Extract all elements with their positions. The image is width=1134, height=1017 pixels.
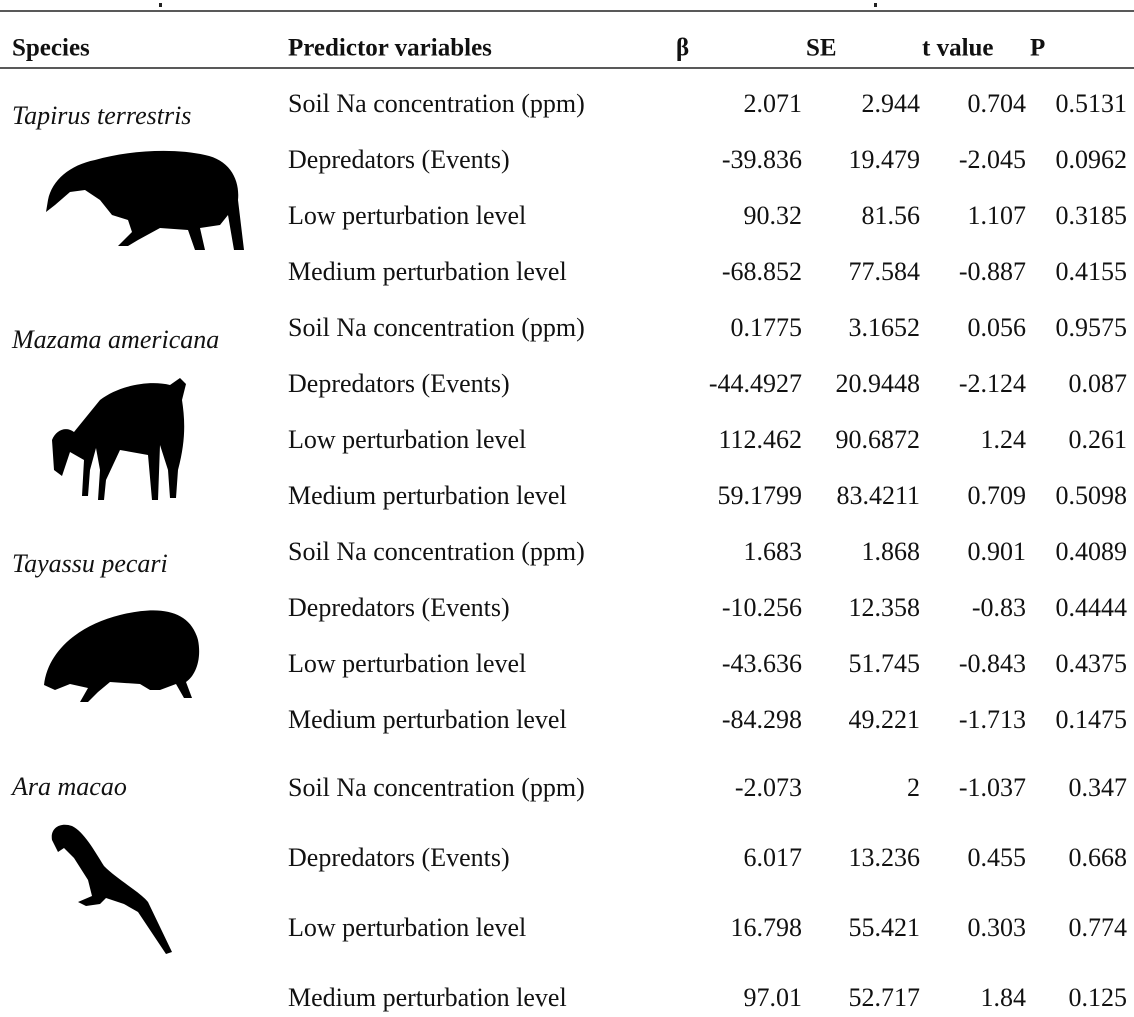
beta-cell: -39.836 (722, 145, 802, 174)
p-value-cell: 0.668 (1069, 843, 1128, 872)
predictor-cell: Soil Na concentration (ppm) (288, 773, 585, 802)
p-value-cell: 0.5098 (1056, 481, 1128, 510)
predictor-cell: Depredators (Events) (288, 145, 510, 174)
beta-cell: 0.1775 (731, 313, 803, 342)
predictor-cell: Medium perturbation level (288, 481, 567, 510)
p-header: P (1030, 35, 1045, 62)
beta-cell: 16.798 (731, 913, 803, 942)
se-cell: 51.745 (849, 649, 921, 678)
predictor-cell: Soil Na concentration (ppm) (288, 313, 585, 342)
t-value-cell: 1.107 (968, 201, 1027, 230)
p-value-cell: 0.4444 (1056, 593, 1128, 622)
p-value-cell: 0.3185 (1056, 201, 1128, 230)
t-header: t value (922, 35, 994, 62)
t-value-cell: 1.84 (981, 983, 1027, 1012)
p-value-cell: 0.125 (1069, 983, 1128, 1012)
beta-cell: 1.683 (744, 537, 803, 566)
t-value-cell: -2.124 (959, 369, 1026, 398)
beta-cell: 59.1799 (718, 481, 803, 510)
beta-cell: 6.017 (744, 843, 803, 872)
peccary-silhouette (44, 610, 200, 702)
p-value-cell: 0.1475 (1056, 705, 1128, 734)
se-cell: 90.6872 (836, 425, 921, 454)
beta-cell: 2.071 (744, 89, 803, 118)
p-value-cell: 0.4089 (1056, 537, 1128, 566)
predictor-cell: Depredators (Events) (288, 593, 510, 622)
t-value-cell: -0.887 (959, 257, 1026, 286)
p-value-cell: 0.5131 (1056, 89, 1128, 118)
se-cell: 3.1652 (849, 313, 921, 342)
predictor-cell: Low perturbation level (288, 913, 526, 942)
p-value-cell: 0.4375 (1056, 649, 1128, 678)
rule-tick (874, 3, 877, 7)
se-cell: 1.868 (862, 537, 921, 566)
predictor-cell: Soil Na concentration (ppm) (288, 537, 585, 566)
p-value-cell: 0.261 (1069, 425, 1128, 454)
t-value-cell: -0.83 (972, 593, 1026, 622)
macaw-silhouette (51, 824, 172, 954)
t-value-cell: 0.455 (968, 843, 1027, 872)
t-value-cell: 0.704 (968, 89, 1027, 118)
beta-cell: 112.462 (718, 425, 802, 454)
rule-tick (159, 3, 162, 7)
beta-header: β (676, 35, 689, 62)
predictor-cell: Depredators (Events) (288, 843, 510, 872)
p-value-cell: 0.774 (1069, 913, 1128, 942)
predictor-cell: Low perturbation level (288, 201, 526, 230)
se-cell: 20.9448 (836, 369, 921, 398)
predictor-header: Predictor variables (288, 35, 492, 62)
se-cell: 2.944 (862, 89, 921, 118)
species-name: Mazama americana (11, 325, 219, 354)
beta-cell: -84.298 (722, 705, 802, 734)
beta-cell: -43.636 (722, 649, 802, 678)
p-value-cell: 0.9575 (1056, 313, 1128, 342)
species-name: Ara macao (10, 772, 127, 801)
se-cell: 52.717 (849, 983, 921, 1012)
se-cell: 19.479 (849, 145, 921, 174)
se-cell: 77.584 (849, 257, 921, 286)
se-cell: 55.421 (849, 913, 921, 942)
predictor-cell: Soil Na concentration (ppm) (288, 89, 585, 118)
beta-cell: -68.852 (722, 257, 802, 286)
se-cell: 83.4211 (836, 481, 920, 510)
se-cell: 2 (907, 773, 920, 802)
t-value-cell: 1.24 (981, 425, 1027, 454)
se-cell: 49.221 (849, 705, 921, 734)
species-name: Tayassu pecari (12, 549, 168, 578)
deer-silhouette (52, 378, 186, 500)
t-value-cell: -1.037 (959, 773, 1026, 802)
p-value-cell: 0.347 (1069, 773, 1128, 802)
predictor-cell: Low perturbation level (288, 425, 526, 454)
se-cell: 12.358 (849, 593, 921, 622)
beta-cell: -2.073 (735, 773, 802, 802)
predictor-cell: Depredators (Events) (288, 369, 510, 398)
t-value-cell: 0.901 (968, 537, 1027, 566)
beta-cell: -44.4927 (709, 369, 802, 398)
predictor-cell: Medium perturbation level (288, 257, 567, 286)
beta-cell: -10.256 (722, 593, 802, 622)
p-value-cell: 0.4155 (1056, 257, 1128, 286)
se-cell: 81.56 (862, 201, 921, 230)
p-value-cell: 0.087 (1069, 369, 1128, 398)
tapir-silhouette (46, 150, 244, 250)
p-value-cell: 0.0962 (1056, 145, 1128, 174)
t-value-cell: 0.303 (968, 913, 1027, 942)
predictor-cell: Medium perturbation level (288, 705, 567, 734)
predictor-cell: Medium perturbation level (288, 983, 567, 1012)
t-value-cell: -1.713 (959, 705, 1026, 734)
beta-cell: 90.32 (744, 201, 803, 230)
se-cell: 13.236 (849, 843, 921, 872)
t-value-cell: -0.843 (959, 649, 1026, 678)
se-header: SE (806, 35, 837, 62)
species-header: Species (12, 35, 90, 62)
predictor-cell: Low perturbation level (288, 649, 526, 678)
species-name: Tapirus terrestris (12, 101, 191, 130)
t-value-cell: 0.056 (968, 313, 1027, 342)
t-value-cell: -2.045 (959, 145, 1026, 174)
beta-cell: 97.01 (744, 983, 803, 1012)
t-value-cell: 0.709 (968, 481, 1027, 510)
